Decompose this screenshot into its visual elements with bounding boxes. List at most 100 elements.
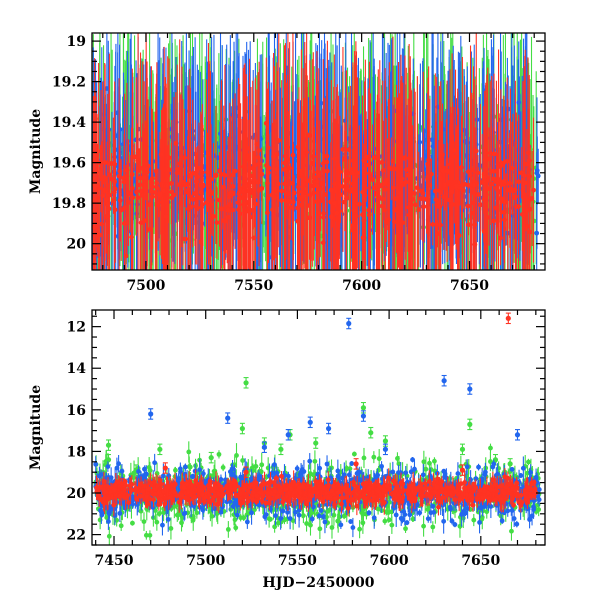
data-point [186,449,192,455]
data-point [499,196,504,202]
data-point [329,525,335,530]
data-point [144,166,150,172]
data-point [390,158,396,164]
data-point [307,215,312,221]
data-point [376,456,382,462]
data-point [350,186,356,192]
data-point [386,165,392,171]
data-point [178,200,184,206]
data-point [218,206,224,212]
data-point [141,519,147,524]
data-point [193,179,199,184]
data-point [494,205,499,211]
data-point [320,214,326,220]
data-point [174,166,180,172]
data-point [107,161,113,166]
data-point [259,171,265,177]
data-point [496,190,501,195]
data-point [121,175,127,181]
data-point [279,198,285,203]
data-point [454,183,460,189]
top-ticks: 7500 7550 7600 7650 19 19.2 19.4 19.6 19.8 20 [52,33,545,294]
data-point [116,173,122,179]
data-point [225,207,231,213]
data-point [169,189,175,195]
y-tick-label: 19.6 [52,156,86,172]
data-point [204,200,209,205]
data-point [421,204,427,209]
data-point [334,210,340,216]
data-point [266,165,272,171]
data-point [496,465,502,471]
data-point [357,526,363,532]
y-tick-label: 19.8 [52,196,86,212]
data-point [154,471,160,476]
data-point [158,152,164,157]
data-point [190,196,196,202]
data-point [496,177,502,183]
data-point [371,454,377,460]
data-point [106,533,112,539]
data-point [353,213,359,219]
data-point [149,188,155,194]
y-tick-label: 19.4 [52,115,86,131]
data-point [356,201,362,207]
data-point [407,130,413,136]
data-point [481,175,487,180]
data-point [255,154,261,160]
data-point [133,154,139,159]
data-point [211,213,216,219]
data-point [430,222,436,227]
data-point [361,235,367,241]
data-point [97,232,103,238]
data-point [475,192,481,197]
data-point [92,208,96,214]
data-point [403,526,408,532]
data-point [236,191,242,197]
data-point [423,466,429,472]
data-point [161,188,167,194]
data-point [253,463,259,469]
data-point [380,196,386,202]
data-point [138,175,143,181]
data-point [375,181,380,187]
data-point [303,176,309,182]
data-point [276,138,282,143]
series-2-points [92,33,536,270]
data-point [451,147,457,153]
data-point [216,451,222,457]
data-point [489,168,495,174]
data-point [417,139,423,145]
data-point [403,167,409,173]
data-point [271,154,276,160]
data-point [187,173,193,178]
data-point [248,214,253,220]
data-point [317,526,323,532]
data-point [382,181,388,186]
data-point [503,199,509,205]
data-point [194,168,200,174]
data-point [163,213,169,219]
data-point [522,180,528,186]
data-point [166,167,172,173]
x-tick-label: 7650 [450,278,489,294]
data-point [251,235,257,241]
data-point [205,169,210,175]
data-point [308,471,314,477]
data-point [420,196,426,201]
data-point [342,118,348,124]
data-point [391,185,397,191]
data-point [534,168,540,173]
data-point [508,186,513,192]
data-point [440,168,446,174]
data-point [157,191,163,197]
data-point [426,181,431,187]
data-point [370,177,375,182]
data-point [507,180,512,186]
data-point [465,182,471,188]
data-point [379,159,385,165]
x-tick-label: 7600 [342,278,381,294]
data-point [147,532,153,538]
data-point [535,173,541,179]
data-point [199,189,204,195]
